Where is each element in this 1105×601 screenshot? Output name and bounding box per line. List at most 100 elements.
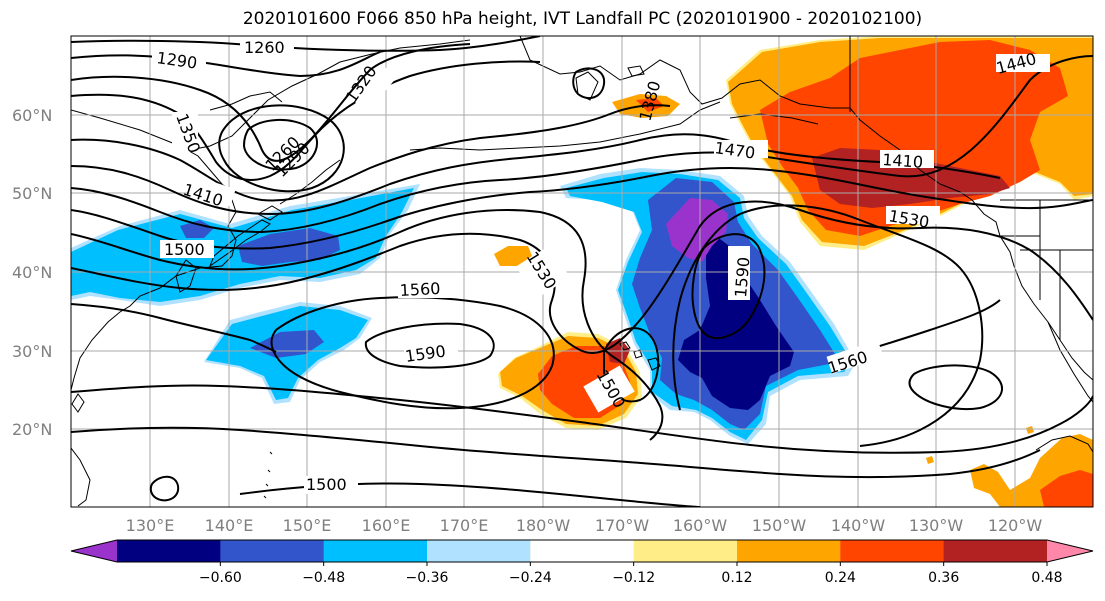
contour-1590-east <box>691 233 766 339</box>
tiny-orange-dot-2 <box>1026 426 1034 434</box>
contour-1560-east <box>672 204 984 447</box>
contour-label: 1410 <box>882 150 924 172</box>
contour-label: 1590 <box>731 256 753 298</box>
latitude-labels: 60°N 50°N 40°N 30°N 20°N <box>12 106 52 439</box>
colorbar-tick-label: −0.48 <box>302 570 345 586</box>
aleutian-islands <box>409 101 721 151</box>
mexico-red-region <box>1040 470 1093 507</box>
negative-pc-shading <box>71 168 856 444</box>
colorbar-segment <box>427 540 531 562</box>
contour-1290-low <box>218 104 345 193</box>
contour-1290-north <box>71 51 381 78</box>
lon-label: 150°E <box>283 516 332 535</box>
contour-1470 <box>71 167 1093 250</box>
state-borders <box>849 36 1093 340</box>
midpacific-orange-patch <box>494 246 532 266</box>
contour-1410 <box>71 133 1001 216</box>
lon-label: 170°W <box>595 516 650 535</box>
lon-label: 180°W <box>516 516 571 535</box>
taiwan-coast <box>71 393 85 413</box>
longitude-labels: 130°E 140°E 150°E 160°E 170°E 180°W 170°… <box>126 516 1043 535</box>
colorbar-tick-label: −0.24 <box>509 570 552 586</box>
baja-coast <box>1047 321 1093 403</box>
pacific-islands <box>263 451 273 499</box>
contour-1260-low <box>242 118 318 171</box>
kuril-islands <box>279 159 341 205</box>
lon-label: 150°W <box>752 516 807 535</box>
lon-label: 130°E <box>126 516 175 535</box>
contour-ring-left <box>572 67 606 100</box>
contour-1560-west <box>71 303 277 353</box>
colorbar-extension-high <box>1047 540 1093 562</box>
contour-1590-south <box>71 384 1093 454</box>
japan-coast <box>208 219 271 268</box>
philippines-coast <box>71 447 91 507</box>
contour-label: 1500 <box>164 240 205 259</box>
lon-label: 130°W <box>909 516 964 535</box>
lat-label: 60°N <box>12 106 52 125</box>
contour-1560-inner <box>270 296 555 410</box>
colorbar <box>70 539 1094 563</box>
alaska-gulf-coast <box>729 113 819 125</box>
map-title: 2020101600 F066 850 hPa height, IVT Land… <box>242 9 923 29</box>
contour-small-ring <box>149 475 180 502</box>
west-royal-blue-small <box>180 220 214 238</box>
lat-label: 30°N <box>12 342 52 361</box>
colorbar-tick-label: −0.12 <box>612 570 655 586</box>
colorbar-segment <box>633 540 738 562</box>
contour-label: 1260 <box>244 38 285 57</box>
colorbar-segment <box>323 540 428 562</box>
contour-1350 <box>71 60 541 181</box>
map-layers: 1260 1290 1320 1350 1260 1290 1410 1500 … <box>71 36 1093 507</box>
lon-label: 160°W <box>673 516 728 535</box>
west-royal-blue-region <box>238 228 340 266</box>
mexico-coast <box>1035 435 1093 453</box>
colorbar-tick-label: 0.48 <box>1031 570 1062 586</box>
korea-coast <box>175 259 197 293</box>
lon-label: 160°E <box>362 516 411 535</box>
kamchatka-coast <box>189 39 471 151</box>
colorbar-outline <box>70 539 1094 563</box>
contour-label-group: 1260 1290 1320 1350 1260 1290 1410 1500 … <box>152 38 1050 494</box>
bering-island-1 <box>575 71 599 101</box>
colorbar-ticks: −0.60 −0.48 −0.36 −0.24 −0.12 0.12 0.24 0.36 0.4… <box>199 562 1063 586</box>
lat-label: 50°N <box>12 184 52 203</box>
contour-1440 <box>71 55 1093 234</box>
contour-1530 <box>71 200 1093 355</box>
okhotsk-coast <box>209 91 283 111</box>
lon-label: 120°W <box>988 516 1043 535</box>
asia-coast <box>71 109 237 391</box>
tiny-orange-dot-1 <box>926 456 934 464</box>
colorbar-tick-label: 0.36 <box>928 570 959 586</box>
colorbar-tick-label: 0.24 <box>825 570 856 586</box>
contour-1590-inner <box>364 322 495 369</box>
colorbar-tick-label: −0.36 <box>406 570 449 586</box>
bering-island-2 <box>627 65 645 77</box>
contour-1500-north <box>71 209 664 441</box>
lat-label: 20°N <box>12 420 52 439</box>
contour-1260-north <box>71 36 541 52</box>
lon-label: 140°W <box>831 516 886 535</box>
colorbar-segment <box>220 540 325 562</box>
contour-1590-ring <box>908 364 1003 410</box>
colorbar-segment <box>117 540 221 562</box>
colorbar-segment <box>840 540 945 562</box>
lon-label: 170°E <box>440 516 489 535</box>
contour-label: 1500 <box>306 475 347 494</box>
colorbar-extension-low <box>71 540 117 562</box>
central-navy-region <box>678 236 794 410</box>
map-frame <box>70 35 1094 508</box>
colorbar-segment <box>737 540 841 562</box>
contour-label: 1560 <box>399 279 441 300</box>
contour-1320 <box>71 43 471 162</box>
colorbar-tick-label: 0.12 <box>721 570 752 586</box>
colorbar-tick-label: −0.60 <box>199 570 242 586</box>
contour-1560-south <box>71 426 1041 478</box>
colorbar-segment <box>943 540 1048 562</box>
lat-label: 40°N <box>12 263 52 282</box>
contour-1380 <box>71 104 671 202</box>
lon-label: 140°E <box>205 516 254 535</box>
colorbar-segment <box>530 540 635 562</box>
hokkaido-coast <box>256 205 283 221</box>
